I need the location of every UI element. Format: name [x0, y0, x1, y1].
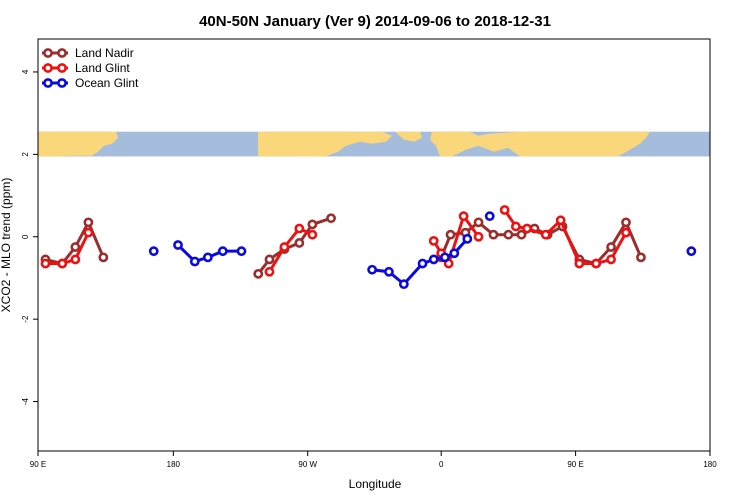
series-layer [40, 205, 697, 290]
data-point-ocean-glint [417, 258, 428, 269]
x-tick-label: 0 [439, 460, 444, 469]
series-line-land-glint [45, 231, 90, 266]
data-point-land-glint [540, 229, 551, 240]
data-point-land-nadir [253, 268, 264, 279]
plot-frame [37, 38, 711, 452]
x-tick-label: 180 [167, 460, 181, 469]
data-point-ocean-glint [484, 211, 495, 222]
data-point-land-glint [57, 258, 68, 269]
series-land-glint [40, 205, 631, 277]
data-point-ocean-glint [202, 252, 213, 263]
data-point-land-nadir [445, 229, 456, 240]
data-point-land-glint [574, 258, 585, 269]
y-tick-label: 2 [21, 152, 30, 157]
y-axis-ticks: -4 -2 0 2 4 [21, 69, 38, 405]
legend-label-land-glint: Land Glint [75, 61, 130, 75]
x-tick-label: 90 E [30, 460, 46, 469]
legend-label-land-nadir: Land Nadir [75, 46, 134, 60]
data-point-land-glint [458, 211, 469, 222]
data-point-ocean-glint [462, 233, 473, 244]
data-point-land-glint [264, 266, 275, 277]
data-point-land-glint [555, 215, 566, 226]
x-axis-label: Longitude [349, 477, 402, 491]
data-point-land-glint [499, 205, 510, 215]
data-point-land-glint [510, 221, 521, 232]
data-point-ocean-glint [428, 254, 439, 265]
data-point-land-glint [279, 242, 290, 252]
data-point-ocean-glint [449, 248, 460, 259]
map-land-shape [38, 131, 118, 157]
data-point-land-nadir [326, 213, 336, 224]
data-point-land-nadir [473, 217, 484, 228]
y-tick-label: -2 [21, 315, 30, 323]
map-land-shape [430, 131, 650, 157]
data-point-land-glint [591, 258, 602, 269]
chart-title: 40N-50N January (Ver 9) 2014-09-06 to 20… [199, 13, 551, 30]
data-point-ocean-glint [217, 246, 228, 257]
map-land [38, 131, 650, 157]
x-tick-label: 90 E [567, 460, 583, 469]
map-land-shape [258, 131, 392, 157]
data-point-land-nadir [70, 242, 81, 252]
series-line-land-nadir [257, 216, 332, 275]
series-line-land-glint [268, 227, 314, 273]
data-point-land-glint [428, 235, 439, 246]
data-point-land-glint [621, 227, 631, 238]
data-point-land-glint [294, 223, 305, 234]
legend-marker-land-nadir [43, 48, 53, 58]
legend-marker-land-nadir [57, 48, 67, 58]
legend-marker-ocean-glint [57, 78, 67, 88]
data-point-land-nadir [83, 217, 94, 228]
data-point-ocean-glint [686, 246, 697, 257]
data-point-ocean-glint [384, 266, 394, 277]
map-land-shape [395, 131, 422, 142]
data-point-land-nadir [264, 254, 275, 265]
map-land-shape [300, 150, 316, 157]
data-point-land-glint [83, 227, 94, 238]
data-point-land-glint [522, 223, 532, 234]
data-point-ocean-glint [173, 240, 183, 250]
legend-marker-ocean-glint [43, 78, 53, 88]
data-point-land-nadir [621, 217, 631, 228]
data-point-land-glint [307, 229, 318, 240]
data-point-ocean-glint [440, 252, 450, 263]
data-point-land-nadir [636, 252, 646, 263]
legend-marker-land-glint [57, 63, 67, 73]
y-tick-label: -4 [21, 397, 30, 405]
data-point-land-glint [473, 231, 484, 242]
data-point-land-glint [70, 254, 81, 265]
data-point-land-nadir [488, 229, 499, 240]
y-axis-label: XCO2 - MLO trend (ppm) [0, 178, 13, 313]
data-point-land-nadir [606, 242, 616, 252]
data-point-land-nadir [516, 229, 527, 240]
data-point-ocean-glint [148, 246, 159, 257]
data-point-ocean-glint [189, 256, 200, 267]
data-point-land-nadir [98, 252, 109, 263]
legend-label-ocean-glint: Ocean Glint [75, 76, 139, 90]
data-point-land-glint [40, 258, 51, 269]
series-land-nadir [40, 213, 646, 279]
map-strip [38, 131, 710, 157]
data-point-land-nadir [503, 229, 514, 240]
data-point-land-nadir [307, 219, 318, 230]
data-point-ocean-glint [236, 246, 247, 257]
data-point-ocean-glint [398, 279, 409, 290]
legend-marker-land-glint [43, 63, 53, 73]
data-point-land-nadir [294, 238, 305, 248]
x-tick-label: 180 [703, 460, 717, 469]
x-axis-ticks: 90 E 180 90 W 0 90 E 180 [30, 451, 717, 469]
y-tick-label: 4 [21, 69, 30, 74]
y-tick-label: 0 [21, 234, 30, 239]
series-ocean-glint [148, 211, 697, 290]
data-point-land-glint [606, 254, 616, 265]
data-point-ocean-glint [367, 264, 378, 275]
x-tick-label: 90 W [298, 460, 317, 469]
